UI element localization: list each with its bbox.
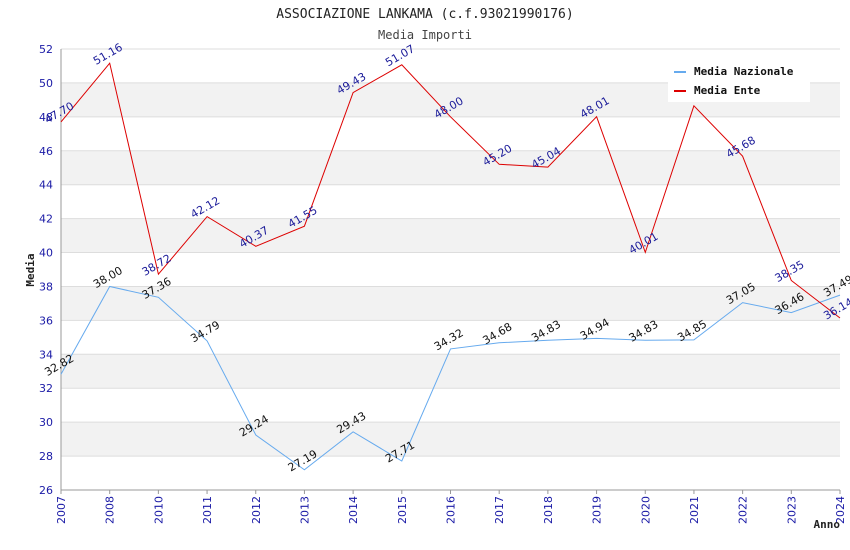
- grid-bands: [61, 82, 840, 457]
- x-tick-label: 2019: [591, 496, 604, 524]
- x-tick-label: 2017: [493, 496, 506, 524]
- x-tick-label: 2024: [834, 496, 847, 524]
- y-tick-label: 36: [39, 314, 53, 327]
- x-tick-label: 2008: [104, 496, 117, 524]
- y-tick-label: 44: [39, 179, 53, 192]
- y-tick-label: 40: [39, 247, 53, 260]
- grid-band: [61, 354, 840, 389]
- series-line-media-nazionale: [60, 285, 841, 471]
- x-tick-label: 2011: [201, 496, 214, 524]
- y-tick-label: 38: [39, 280, 53, 293]
- y-tick-label: 32: [39, 382, 53, 395]
- x-tick-label: 2013: [298, 496, 311, 524]
- series-line-media-ente: [60, 62, 841, 319]
- grid-band: [61, 218, 840, 253]
- chart-title: ASSOCIAZIONE LANKAMA (c.f.93021990176): [276, 7, 573, 22]
- grid-band: [61, 150, 840, 185]
- legend-background: [668, 60, 810, 102]
- legend-label-media-ente: Media Ente: [694, 84, 761, 97]
- x-axis-ticks: 2007 2008 2010 2011 2012 2013 2014 2015 2016 2017…: [55, 490, 847, 524]
- x-tick-label: 2018: [542, 496, 555, 524]
- x-tick-label: 2007: [55, 496, 68, 524]
- data-label: 51.16: [91, 41, 125, 68]
- data-label: 34.83: [627, 318, 661, 345]
- x-axis-label: Anno: [814, 518, 841, 531]
- x-tick-label: 2022: [737, 496, 750, 524]
- x-tick-label: 2014: [347, 496, 360, 524]
- data-label: 47.70: [42, 99, 76, 126]
- x-tick-label: 2016: [445, 496, 458, 524]
- y-axis-ticks: 26 28 30 32 34 36 38 40 42 44 46 48 50 52: [39, 43, 53, 497]
- y-tick-label: 48: [39, 111, 53, 124]
- y-axis-label: Media: [24, 253, 37, 286]
- data-label: 34.32: [432, 326, 466, 353]
- legend: Media Nazionale Media Ente: [668, 60, 810, 102]
- x-tick-label: 2010: [152, 496, 165, 524]
- chart-subtitle: Media Importi: [378, 28, 472, 42]
- grid-band: [61, 286, 840, 321]
- y-tick-label: 28: [39, 450, 53, 463]
- x-tick-label: 2021: [688, 496, 701, 524]
- data-label: 34.79: [188, 318, 222, 345]
- data-label: 51.07: [383, 42, 417, 69]
- y-tick-label: 52: [39, 43, 53, 56]
- x-tick-label: 2023: [785, 496, 798, 524]
- y-tick-label: 46: [39, 145, 53, 158]
- legend-label-media-nazionale: Media Nazionale: [694, 65, 794, 78]
- y-tick-label: 30: [39, 416, 53, 429]
- grid-band: [61, 422, 840, 457]
- y-tick-label: 42: [39, 213, 53, 226]
- y-tick-label: 34: [39, 348, 53, 361]
- y-tick-label: 50: [39, 77, 53, 90]
- y-tick-label: 26: [39, 484, 53, 497]
- data-label: 38.72: [140, 252, 174, 279]
- x-tick-label: 2015: [396, 496, 409, 524]
- x-tick-label: 2020: [639, 496, 652, 524]
- series-lines: [60, 62, 841, 471]
- data-label: 38.35: [773, 258, 807, 285]
- data-label: 42.12: [188, 194, 222, 221]
- x-tick-label: 2012: [250, 496, 263, 524]
